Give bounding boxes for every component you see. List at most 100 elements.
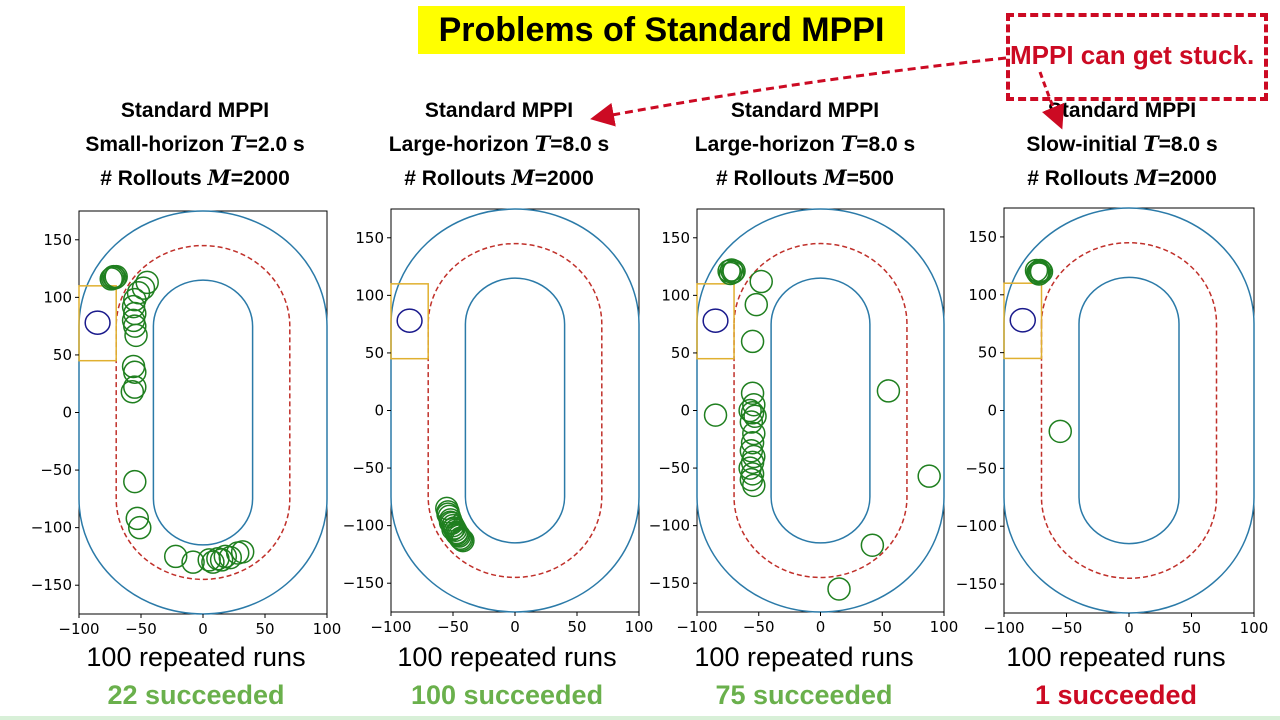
y-tick-label: 100 bbox=[43, 288, 72, 306]
panel-title: Standard MPPI bbox=[424, 99, 574, 122]
x-tick-label: 0 bbox=[1124, 619, 1134, 637]
callout-arrow-down bbox=[1038, 71, 1065, 130]
rollout-point bbox=[739, 410, 764, 434]
x-tick-label: 100 bbox=[625, 618, 654, 636]
y-tick-label: −150 bbox=[649, 574, 690, 592]
y-tick-label: −150 bbox=[343, 574, 384, 592]
panel-title: Standard MPPI bbox=[120, 99, 270, 122]
rollout-point bbox=[123, 314, 147, 338]
success-label-3: 75 succeeded bbox=[715, 680, 893, 710]
y-tick-label: 50 bbox=[671, 344, 690, 362]
rollout-point bbox=[740, 430, 765, 455]
rollout-point bbox=[123, 469, 147, 494]
rollout-point bbox=[1027, 262, 1051, 286]
y-tick-label: −100 bbox=[649, 517, 690, 535]
y-tick-label: 150 bbox=[43, 231, 72, 249]
start-region bbox=[1003, 282, 1043, 360]
y-tick-label: 0 bbox=[374, 402, 384, 420]
horizon-var: T bbox=[840, 131, 857, 156]
rollout-point bbox=[446, 523, 470, 547]
outer-track-boundary bbox=[78, 210, 328, 615]
rollouts-label: # Rollouts bbox=[1027, 167, 1135, 190]
rollout-point bbox=[743, 404, 767, 429]
rollout-point bbox=[124, 323, 148, 348]
x-tick-label: 100 bbox=[1240, 619, 1269, 637]
horizon-label: Small-horizon bbox=[85, 133, 231, 156]
start-vehicle bbox=[84, 310, 111, 335]
y-tick-label: 0 bbox=[62, 404, 72, 422]
rollout-point bbox=[718, 261, 743, 286]
inner-track-boundary bbox=[464, 277, 566, 544]
panel-horizon: Large-horizon T=8.0 s bbox=[645, 127, 965, 161]
panel-rollouts: # Rollouts M=2000 bbox=[339, 161, 659, 195]
rollout-point bbox=[123, 360, 147, 384]
runs-label-2: 100 repeated runs bbox=[397, 642, 617, 672]
rollouts-var: M bbox=[1134, 165, 1158, 190]
outer-track-boundary bbox=[696, 208, 945, 613]
rollout-point bbox=[181, 550, 205, 574]
x-tick-label: −100 bbox=[676, 618, 717, 636]
y-tick-label: −150 bbox=[956, 575, 997, 593]
rollout-point bbox=[201, 550, 225, 574]
rollout-point bbox=[218, 545, 243, 570]
start-region bbox=[696, 283, 735, 360]
rollout-point bbox=[742, 421, 766, 446]
y-tick-label: −150 bbox=[31, 576, 72, 594]
x-tick-label: 100 bbox=[930, 618, 959, 636]
rollout-point bbox=[103, 266, 127, 290]
rollout-point bbox=[121, 294, 146, 319]
runs-label-1: 100 repeated runs bbox=[86, 642, 306, 672]
y-tick-label: −50 bbox=[658, 459, 690, 477]
rollout-point bbox=[740, 329, 765, 354]
rollout-point bbox=[744, 292, 769, 317]
start-vehicle bbox=[702, 308, 729, 333]
y-tick-label: 50 bbox=[978, 344, 997, 362]
rollout-point bbox=[742, 473, 766, 498]
rollouts-value: =2000 bbox=[534, 167, 594, 190]
panel-title: Standard MPPI bbox=[1047, 99, 1197, 122]
y-tick-label: 100 bbox=[968, 286, 997, 304]
y-tick-label: −50 bbox=[352, 459, 384, 477]
chart-panel-2: −100 −50 0 50 100 150 100 50 0 −50 −100 −150 bbox=[343, 208, 654, 636]
rollouts-label: # Rollouts bbox=[404, 167, 512, 190]
x-tick-label: −100 bbox=[983, 619, 1024, 637]
y-tick-label: 0 bbox=[987, 402, 997, 420]
horizon-label: Large-horizon bbox=[694, 133, 841, 156]
runs-label-3: 100 repeated runs bbox=[694, 642, 914, 672]
panel-horizon: Small-horizon T=2.0 s bbox=[35, 127, 355, 161]
x-tick-label: 50 bbox=[1182, 619, 1201, 637]
callout-arrow-left bbox=[590, 56, 1007, 127]
panel-header-2: Standard MPPI Large-horizon T=8.0 s # Ro… bbox=[339, 94, 659, 195]
rollout-point bbox=[740, 401, 765, 425]
horizon-var: T bbox=[230, 131, 246, 156]
rollouts-value: =2000 bbox=[230, 167, 290, 190]
rollout-point bbox=[703, 403, 728, 427]
rollout-point bbox=[917, 464, 941, 488]
chart-panel-1: −100 −50 0 50 100 150 100 50 0 −50 −100 −150 bbox=[31, 210, 341, 638]
success-label-2: 100 succeeded bbox=[410, 680, 604, 710]
x-tick-label: −100 bbox=[370, 618, 411, 636]
rollout-point bbox=[742, 392, 766, 417]
horizon-value: =8.0 s bbox=[1158, 133, 1218, 156]
success-label-4: 1 succeeded bbox=[1034, 680, 1198, 710]
rollout-point bbox=[860, 533, 885, 557]
panel-horizon: Large-horizon T=8.0 s bbox=[339, 127, 659, 161]
y-tick-label: −50 bbox=[965, 459, 997, 477]
rollout-point bbox=[441, 517, 465, 541]
inner-track-boundary bbox=[152, 279, 254, 546]
slide-title: Problems of Standard MPPI bbox=[418, 6, 905, 54]
rollout-point bbox=[1048, 419, 1072, 444]
panel-rollouts: # Rollouts M=2000 bbox=[962, 161, 1280, 195]
inner-track-boundary bbox=[770, 277, 871, 544]
rollout-point bbox=[125, 506, 150, 531]
rollout-point bbox=[230, 540, 255, 564]
plot-frame bbox=[390, 208, 640, 613]
rollout-point bbox=[444, 521, 469, 546]
panel-header-4: Standard MPPI Slow-initial T=8.0 s # Rol… bbox=[962, 94, 1280, 195]
x-tick-label: 0 bbox=[816, 618, 826, 636]
horizon-var: T bbox=[534, 131, 551, 156]
inner-track-boundary bbox=[1078, 276, 1180, 545]
outer-track-boundary bbox=[390, 208, 640, 613]
rollout-point bbox=[740, 381, 765, 405]
